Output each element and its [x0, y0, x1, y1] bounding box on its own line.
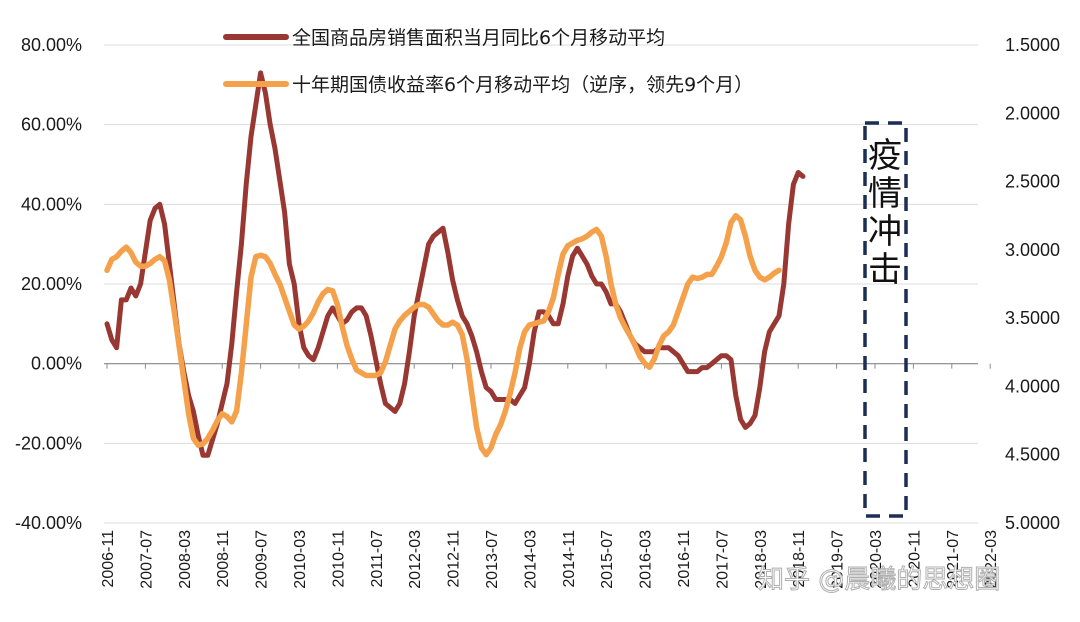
series-lines — [104, 70, 806, 458]
left-tick-label: -20.00% — [15, 433, 82, 453]
x-tick-label: 2006-11 — [100, 530, 117, 588]
right-tick-label: 2.0000 — [1005, 103, 1060, 123]
x-tick-label: 2022-03 — [983, 530, 1000, 589]
x-tick-label: 2013-07 — [484, 530, 501, 589]
x-tick-label: 2008-03 — [177, 530, 194, 589]
x-tick-label: 2012-03 — [407, 530, 424, 589]
x-tick-label: 2018-03 — [753, 530, 770, 589]
right-y-axis: 1.5000 2.0000 2.5000 3.0000 3.5000 4.0000 4.50… — [1005, 35, 1060, 533]
series-line-sales-area-yoy — [104, 70, 806, 458]
right-tick-label: 3.5000 — [1005, 308, 1060, 328]
left-tick-label: 60.00% — [21, 115, 82, 135]
covid-annotation: 疫 情 冲 击 — [863, 121, 908, 518]
left-tick-label: 20.00% — [21, 274, 82, 294]
x-tick-label: 2012-11 — [446, 530, 463, 588]
covid-annotation-char-1: 疫 — [868, 136, 902, 176]
x-tick-label: 2016-03 — [638, 530, 655, 589]
x-tick-label: 2011-07 — [369, 530, 386, 588]
right-tick-label: 4.0000 — [1005, 376, 1060, 396]
covid-annotation-char-3: 冲 — [868, 212, 902, 252]
x-tick-label: 2009-07 — [254, 530, 271, 589]
x-tick-label: 2010-03 — [292, 530, 309, 589]
x-tick-label: 2010-11 — [330, 530, 347, 588]
series-line-10y-bond-yield — [104, 212, 782, 458]
covid-annotation-char-2: 情 — [868, 174, 902, 214]
covid-annotation-char-4: 击 — [868, 250, 902, 290]
x-tick-label: 2016-11 — [676, 530, 693, 588]
covid-annotation-box — [863, 121, 908, 518]
right-tick-label: 4.5000 — [1005, 445, 1060, 465]
x-tick-label: 2017-07 — [714, 530, 731, 589]
left-y-axis: 80.00% 60.00% 40.00% 20.00% 0.00% -20.00% -40.… — [15, 35, 82, 533]
x-tick-label: 2020-11 — [906, 530, 923, 588]
right-tick-label: 1.5000 — [1005, 35, 1060, 55]
watermark: 知乎 @晨曦的思想圈 — [758, 565, 1000, 595]
x-tick-label: 2020-03 — [868, 530, 885, 589]
left-tick-label: 80.00% — [21, 35, 82, 55]
left-tick-label: 0.00% — [31, 354, 82, 374]
x-tick-label: 2015-07 — [599, 530, 616, 589]
x-tick-label: 2018-11 — [791, 530, 808, 588]
x-axis: 2006-11 2007-07 2008-03 2008-11 2009-07 2010-… — [100, 363, 1000, 589]
left-tick-label: 40.00% — [21, 194, 82, 214]
x-tick-label: 2014-11 — [561, 530, 578, 588]
legend-label-series-1: 全国商品房销售面积当月同比6个月移动平均 — [292, 27, 665, 49]
legend-label-series-2: 十年期国债收益率6个月移动平均（逆序，领先9个月） — [292, 74, 753, 96]
x-tick-label: 2007-07 — [138, 530, 155, 589]
x-tick-label: 2014-03 — [522, 530, 539, 589]
right-tick-label: 2.5000 — [1005, 172, 1060, 192]
right-tick-label: 5.0000 — [1005, 513, 1060, 533]
x-tick-label: 2019-07 — [830, 530, 847, 589]
left-tick-label: -40.00% — [15, 513, 82, 533]
right-tick-label: 3.0000 — [1005, 240, 1060, 260]
x-tick-label: 2021-07 — [945, 530, 962, 589]
legend: 全国商品房销售面积当月同比6个月移动平均 十年期国债收益率6个月移动平均（逆序，… — [223, 27, 753, 96]
x-tick-label: 2008-11 — [215, 530, 232, 588]
